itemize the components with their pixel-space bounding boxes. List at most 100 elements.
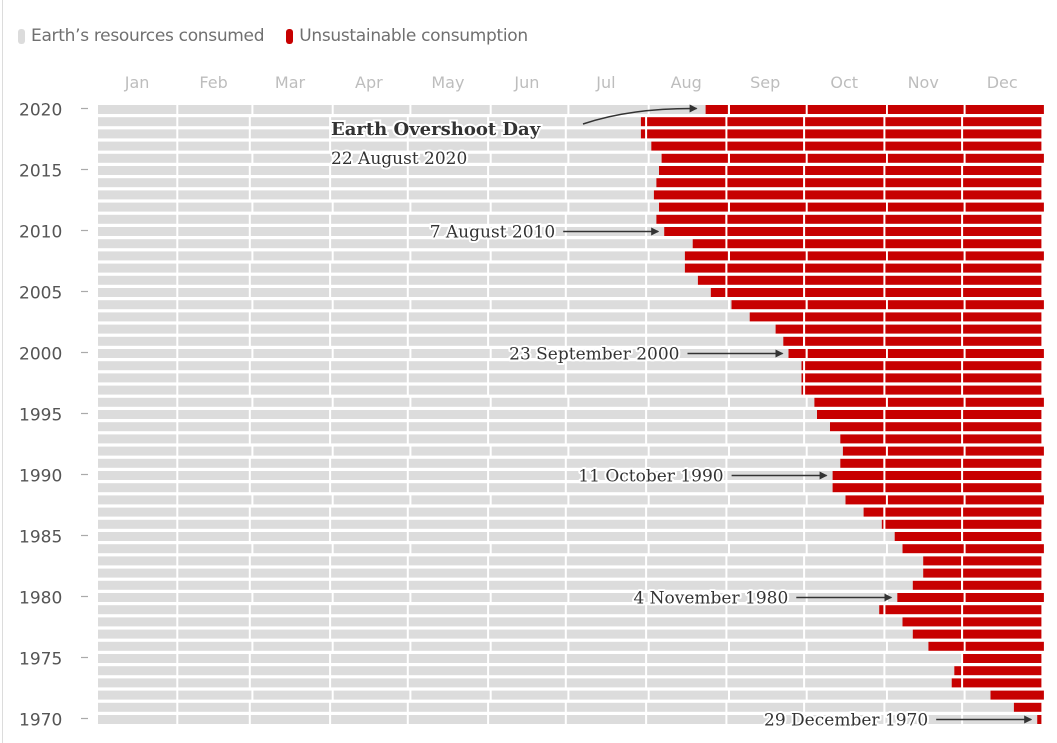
- bar-overshoot-segment: [805, 324, 884, 334]
- bar-consumed-segment: [647, 361, 726, 371]
- annotation-label: 7 August 2010: [430, 223, 556, 243]
- bar-overshoot-segment: [928, 641, 964, 651]
- bar-consumed-segment: [333, 202, 410, 212]
- bar-consumed-segment: [730, 446, 806, 456]
- bar-consumed-segment: [408, 458, 488, 468]
- annotation-label: 23 September 2000: [509, 345, 679, 365]
- bar-consumed-segment: [566, 678, 646, 688]
- bar-consumed-segment: [250, 678, 330, 688]
- bar-overshoot-segment: [830, 422, 884, 432]
- bar-row-1981: [98, 580, 1042, 590]
- bar-consumed-segment: [566, 702, 646, 712]
- bar-row-2009: [98, 239, 1042, 249]
- bar-consumed-segment: [331, 385, 407, 395]
- bar-overshoot-segment: [963, 666, 1042, 676]
- bar-consumed-segment: [98, 336, 177, 346]
- bar-consumed-segment: [408, 336, 488, 346]
- bar-consumed-segment: [411, 105, 490, 114]
- bar-consumed-segment: [566, 410, 646, 419]
- bar-consumed-segment: [647, 715, 726, 724]
- bar-overshoot-segment: [805, 275, 884, 285]
- legend-item-unsustainable: Unsustainable consumption: [286, 26, 528, 46]
- bar-overshoot-segment: [885, 324, 962, 334]
- bar-overshoot-segment: [963, 214, 1042, 224]
- bar-consumed-segment: [250, 361, 330, 371]
- bar-consumed-segment: [250, 178, 330, 188]
- bar-consumed-segment: [805, 410, 818, 419]
- legend-label-consumed: Earth’s resources consumed: [31, 26, 265, 46]
- bar-consumed-segment: [730, 495, 806, 505]
- bar-consumed-segment: [566, 617, 646, 627]
- bar-consumed-segment: [647, 141, 652, 151]
- bar-overshoot-segment: [887, 397, 964, 407]
- bar-consumed-segment: [566, 275, 646, 285]
- month-label-jul: Jul: [595, 73, 615, 92]
- bar-overshoot-segment: [885, 263, 962, 273]
- bar-consumed-segment: [331, 324, 407, 334]
- bar-overshoot-segment: [807, 349, 886, 358]
- bar-overshoot-segment: [692, 239, 726, 249]
- bar-row-2004: [98, 300, 1044, 310]
- bar-consumed-segment: [566, 715, 646, 724]
- bar-consumed-segment: [250, 617, 330, 627]
- annotation-label: 22 August 2020: [331, 149, 467, 169]
- bar-overshoot-segment: [814, 397, 886, 407]
- bar-consumed-segment: [331, 373, 407, 383]
- bar-overshoot-segment: [885, 605, 962, 615]
- bar-consumed-segment: [566, 483, 646, 493]
- bar-consumed-segment: [491, 544, 568, 554]
- bar-overshoot-segment: [963, 678, 1042, 688]
- bar-consumed-segment: [727, 715, 804, 724]
- bar-overshoot-segment: [963, 422, 1042, 432]
- bar-consumed-segment: [647, 654, 726, 663]
- bar-overshoot-segment: [963, 239, 1042, 249]
- bar-consumed-segment: [250, 532, 330, 541]
- bar-consumed-segment: [566, 324, 646, 334]
- bar-overshoot-segment: [963, 190, 1042, 200]
- bar-consumed-segment: [411, 349, 490, 358]
- y-tick-label-1980: 1980: [19, 589, 62, 609]
- bar-consumed-segment: [98, 605, 177, 615]
- month-label-mar: Mar: [275, 73, 306, 92]
- bar-overshoot-segment: [805, 129, 884, 139]
- bar-row-1970: [98, 715, 1042, 724]
- bar-consumed-segment: [491, 202, 568, 212]
- bar-consumed-segment: [250, 275, 330, 285]
- bar-consumed-segment: [178, 605, 249, 615]
- bar-consumed-segment: [408, 178, 488, 188]
- bar-consumed-segment: [98, 312, 177, 322]
- bar-overshoot-segment: [963, 458, 1042, 468]
- bar-consumed-segment: [98, 568, 177, 578]
- bar-consumed-segment: [566, 178, 646, 188]
- bar-row-1999: [98, 361, 1042, 371]
- bar-overshoot-segment: [842, 446, 886, 456]
- bar-consumed-segment: [408, 129, 488, 139]
- bar-consumed-segment: [331, 483, 407, 493]
- bar-overshoot-segment: [963, 629, 1042, 639]
- bar-consumed-segment: [178, 568, 249, 578]
- bar-consumed-segment: [408, 141, 488, 151]
- bar-consumed-segment: [98, 239, 177, 249]
- bar-consumed-segment: [647, 190, 654, 200]
- bar-consumed-segment: [178, 483, 249, 493]
- bar-consumed-segment: [411, 690, 490, 700]
- bar-overshoot-segment: [651, 141, 726, 151]
- bar-consumed-segment: [805, 422, 830, 432]
- bar-consumed-segment: [98, 263, 177, 273]
- bar-consumed-segment: [489, 288, 565, 297]
- bar-consumed-segment: [730, 300, 732, 310]
- bar-overshoot-segment: [805, 178, 884, 188]
- legend-swatch-consumed: [18, 28, 25, 44]
- bar-overshoot-segment: [1013, 702, 1042, 712]
- bar-overshoot-segment: [727, 263, 804, 273]
- bar-row-2013: [98, 190, 1042, 200]
- bar-overshoot-segment: [963, 141, 1042, 151]
- month-label-feb: Feb: [199, 73, 227, 92]
- month-label-sep: Sep: [750, 73, 780, 92]
- bar-overshoot-segment: [885, 483, 962, 493]
- bar-consumed-segment: [491, 105, 568, 114]
- bar-consumed-segment: [408, 288, 488, 297]
- bar-consumed-segment: [647, 239, 693, 249]
- bar-consumed-segment: [411, 153, 490, 163]
- bar-overshoot-segment: [885, 458, 962, 468]
